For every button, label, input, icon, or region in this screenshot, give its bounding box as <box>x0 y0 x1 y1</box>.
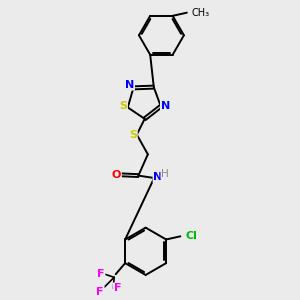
Text: S: S <box>129 130 137 140</box>
Text: S: S <box>119 101 127 111</box>
Text: CH₃: CH₃ <box>192 8 210 18</box>
Text: F: F <box>113 284 121 293</box>
Text: N: N <box>125 80 134 90</box>
Text: H: H <box>161 169 169 179</box>
Text: F: F <box>97 269 104 279</box>
Text: N: N <box>161 100 170 110</box>
Text: O: O <box>112 170 121 180</box>
Text: F: F <box>96 286 104 296</box>
Text: N: N <box>154 172 163 182</box>
Text: Cl: Cl <box>186 231 198 241</box>
